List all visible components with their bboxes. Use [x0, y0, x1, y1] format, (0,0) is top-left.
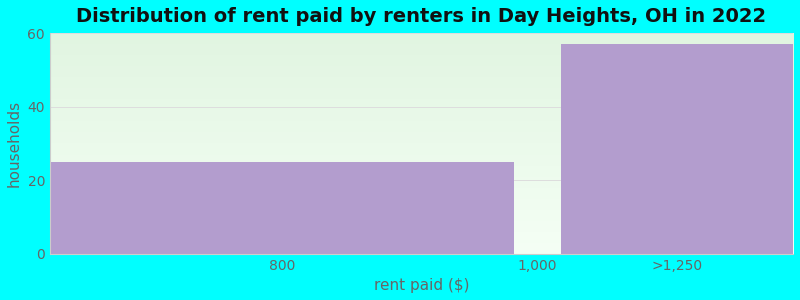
Y-axis label: households: households: [7, 100, 22, 187]
Bar: [561, 44, 793, 253]
Title: Distribution of rent paid by renters in Day Heights, OH in 2022: Distribution of rent paid by renters in …: [77, 7, 766, 26]
Bar: [50, 162, 514, 254]
X-axis label: rent paid ($): rent paid ($): [374, 278, 470, 293]
